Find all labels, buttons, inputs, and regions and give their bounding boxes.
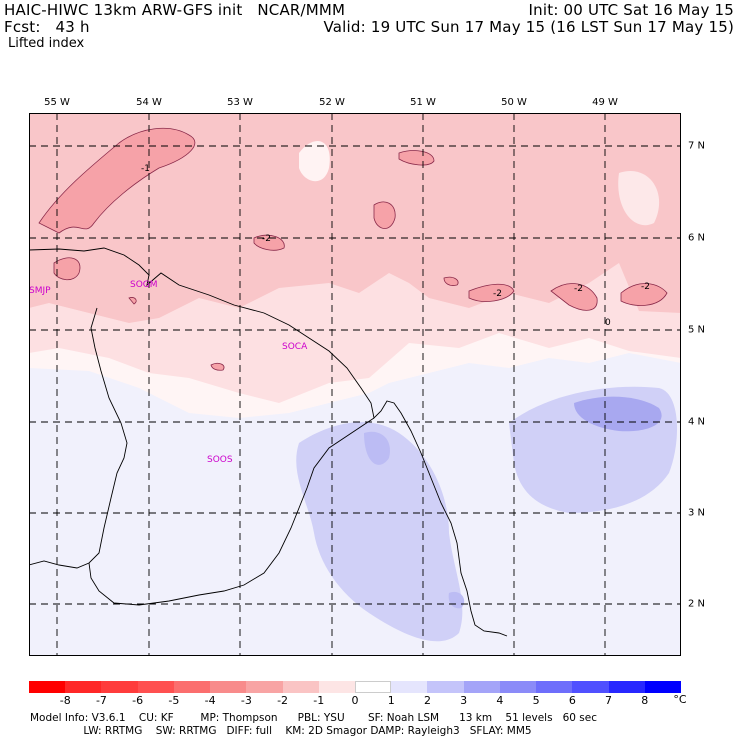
contour-label: -2 [641,282,650,292]
neg-strong-region [38,128,196,234]
neg-strong-region [620,283,668,306]
lat-label: 6 N [688,232,706,244]
colorbar-swatch [101,681,138,693]
colorbar-tick-label: -2 [277,694,289,707]
lat-label: 5 N [688,324,706,336]
colorbar-swatch [173,681,211,693]
lat-label: 2 N [688,598,706,610]
station-label: SOOS [207,455,233,465]
colorbar-tick-label: -1 [313,694,325,707]
colorbar-tick-label: 8 [641,694,649,707]
colorbar-swatch [463,681,500,693]
neg-strong-region [398,150,435,166]
colorbar-tick-label: -4 [204,694,216,707]
neutral-patch [299,141,330,182]
neutral-patch [618,171,660,226]
border [29,307,128,569]
lon-label: 51 W [410,97,436,108]
contour-label: -2 [574,284,583,294]
header-forecast-hour: Fcst: 43 h [4,18,90,36]
colorbar [29,681,681,693]
colorbar-swatch [427,681,464,693]
colorbar-tick-label: 5 [532,694,540,707]
lon-label: 52 W [319,97,345,108]
neg-strong-region [210,362,225,371]
lat-label: 7 N [688,140,706,152]
lon-label: 53 W [227,97,253,108]
station-label: SMJP [29,286,51,296]
pos-strong-region [364,431,390,465]
colorbar-tick-label: 1 [387,694,395,707]
header-title: HAIC-HIWC 13km ARW-GFS init NCAR/MMM [4,1,346,19]
model-info-line2: LW: RRTMG SW: RRTMG DIFF: full KM: 2D Sm… [30,725,532,737]
colorbar-unit: °C [673,693,687,706]
colorbar-swatch [608,681,645,693]
neg-strong-region [443,276,459,286]
lon-label: 50 W [501,97,527,108]
colorbar-swatch [137,681,174,693]
lifted-index-map: -1 -2 -2 -2 -2 0 SMJP SOGM SOCA SOOS [29,113,681,656]
colorbar-tick-label: -3 [240,694,252,707]
contour-label: -2 [262,234,271,244]
colorbar-tick-label: -8 [59,694,71,707]
neg-strong-region [128,297,137,305]
contour-label: 0 [605,318,611,328]
pos-strong-region [574,396,662,432]
colorbar-swatch [572,681,609,693]
colorbar-swatch [318,681,355,693]
lon-label: 55 W [44,97,70,108]
station-label: SOCA [282,342,308,352]
colorbar-tick-label: 7 [605,694,613,707]
header-valid-time: Valid: 19 UTC Sun 17 May 15 (16 LST Sun … [323,18,734,36]
colorbar-tick-label: 3 [460,694,468,707]
colorbar-swatch [246,681,283,693]
colorbar-swatch [282,681,319,693]
neg-strong-region [468,283,515,302]
map-frame [29,113,681,656]
colorbar-swatch [499,681,537,693]
colorbar-tick-label: -6 [132,694,144,707]
colorbar-tick-label: 6 [568,694,576,707]
colorbar-swatch [644,681,681,693]
lat-label: 4 N [688,416,706,428]
neg-strong-region [373,201,396,229]
field-name: Lifted index [8,36,85,51]
neg-strong-region [53,257,81,281]
colorbar-tick-label: 2 [423,694,431,707]
colorbar-swatch [29,681,66,693]
colorbar-tick-label: 0 [351,694,359,707]
neg-strong-region [550,283,598,311]
colorbar-tick-label: -7 [95,694,107,707]
colorbar-swatch [354,681,392,693]
neg-mid-region [29,113,681,323]
contour-label: -2 [493,289,502,299]
neg-strong-region [253,234,285,251]
lat-lon-grid [29,113,681,656]
lon-label: 49 W [592,97,618,108]
colorbar-swatch [391,681,428,693]
lat-label: 3 N [688,507,706,519]
colorbar-swatch [536,681,573,693]
station-label: SOGM [130,280,158,290]
lon-label: 54 W [136,97,162,108]
header-init-time: Init: 00 UTC Sat 16 May 15 [528,1,734,19]
colorbar-tick-label: -5 [168,694,180,707]
pos-mid-region [296,422,463,642]
colorbar-swatch [65,681,102,693]
border [88,417,375,606]
colorbar-tick-label: 4 [496,694,504,707]
colorbar-swatch [210,681,247,693]
model-info-line1: Model Info: V3.6.1 CU: KF MP: Thompson P… [30,712,597,724]
contour-label: -1 [141,164,150,174]
